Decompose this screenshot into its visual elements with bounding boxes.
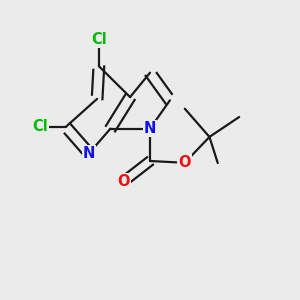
Text: N: N	[83, 146, 95, 161]
Text: N: N	[144, 121, 156, 136]
Text: Cl: Cl	[32, 119, 48, 134]
Text: Cl: Cl	[91, 32, 107, 47]
Text: O: O	[178, 155, 191, 170]
Text: O: O	[117, 174, 130, 189]
